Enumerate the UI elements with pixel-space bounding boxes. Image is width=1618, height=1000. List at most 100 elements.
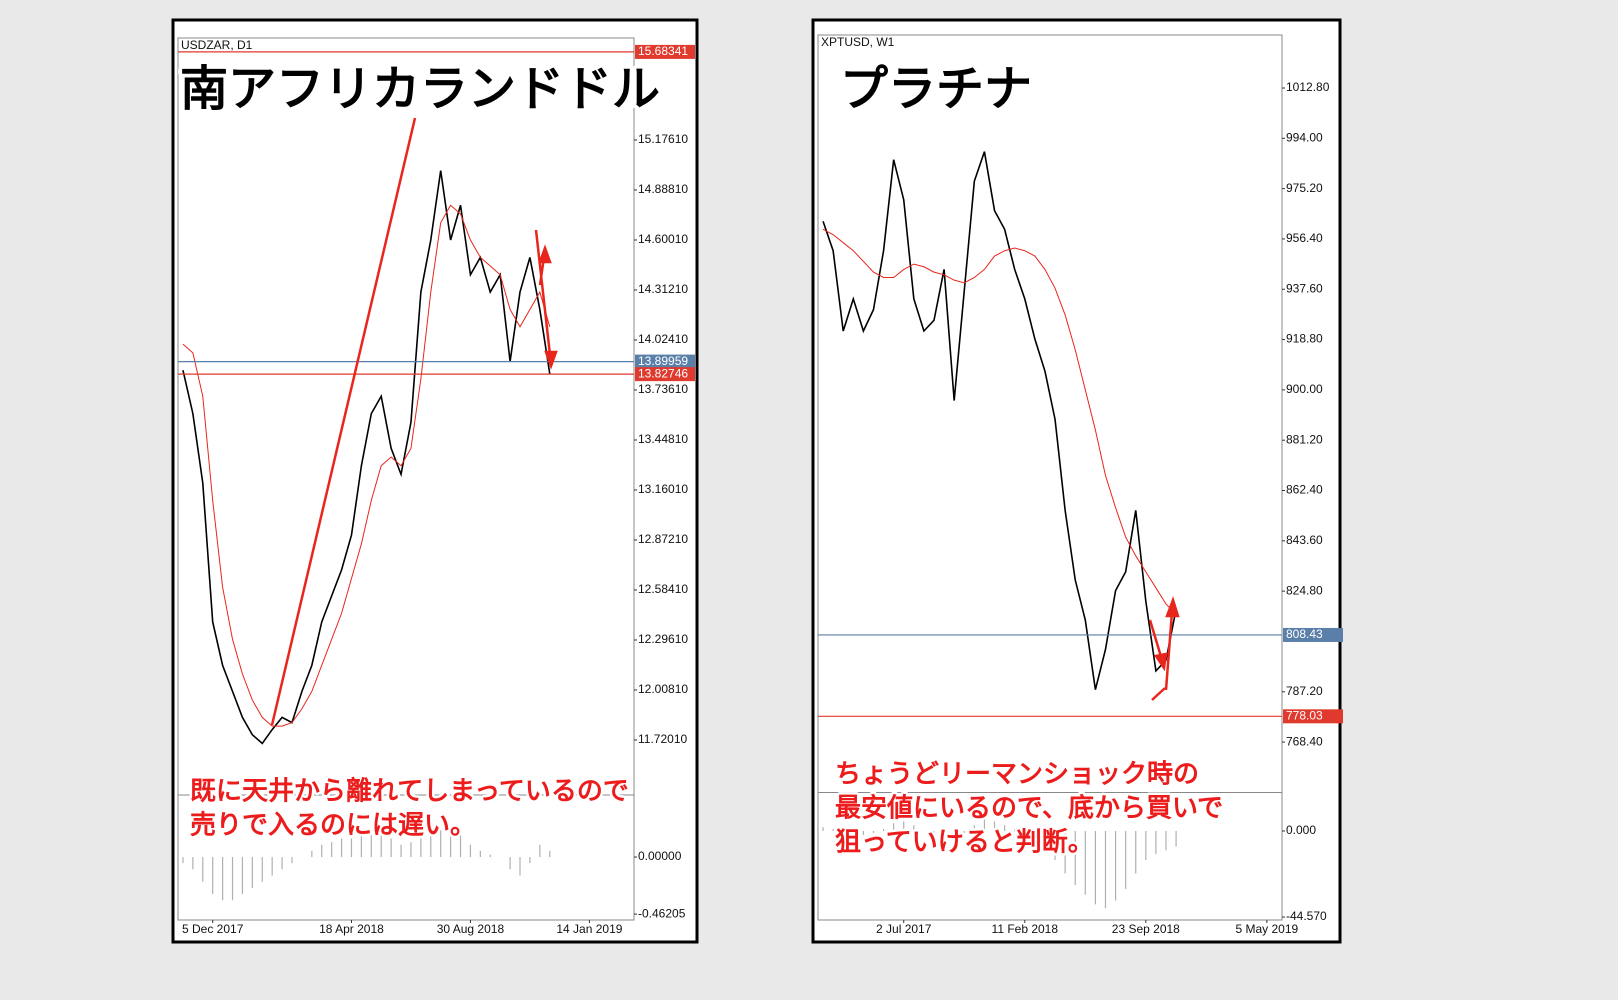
indicator-bar [370, 832, 372, 858]
price-tag-label: 778.03 [1286, 708, 1323, 722]
chart-title: プラチナ [840, 61, 1032, 117]
y-tick-label: 843.60 [1286, 533, 1323, 547]
indicator-bar [1064, 831, 1066, 874]
y-tick-label: 956.40 [1286, 231, 1323, 245]
trend-line [270, 117, 417, 726]
indicator-bar [973, 825, 975, 832]
y-tick-label: 918.80 [1286, 332, 1323, 346]
drawn-lines [270, 117, 1180, 726]
arrow-head [1153, 652, 1168, 672]
indicator-bar [241, 857, 244, 895]
note: 売りで入るのには遅い。 [190, 811, 476, 841]
indicator-bar [1084, 831, 1086, 895]
price-tag [635, 44, 695, 59]
y-tick-label: -0.46205 [638, 906, 686, 920]
indicator-bar [251, 857, 253, 888]
x-tick-label: 14 Jan 2019 [556, 922, 622, 936]
price-line [822, 228, 1177, 616]
indicator-bar [380, 832, 382, 858]
indicator-bar [321, 844, 323, 858]
y-tick-label: 768.40 [1286, 734, 1323, 748]
y-tick-label: 12.29610 [638, 632, 688, 646]
indicator-bar [529, 857, 531, 864]
indicator-bar [1014, 829, 1016, 832]
note: 既に天井から離れてしまっているので [190, 776, 629, 807]
arrow [534, 229, 552, 356]
y-tick-label: -44.570 [1286, 909, 1327, 923]
y-tick-label: 14.02410 [638, 332, 688, 346]
indicator-bar [192, 857, 194, 870]
indicator-bar [430, 832, 432, 858]
symbol-label: XPTUSD, W1 [821, 35, 895, 49]
indicator-bar [1155, 831, 1157, 855]
indicator-bar [1054, 831, 1056, 860]
indicator-bar [450, 832, 452, 858]
chart-title: 南アフリカランドドル [180, 61, 660, 117]
y-tick-label: 975.20 [1286, 181, 1323, 195]
symbol-label: USDZAR, D1 [181, 38, 253, 52]
indicator-bar [479, 850, 481, 858]
indicator-bar [489, 854, 491, 858]
indicator-bar [1094, 831, 1096, 905]
arrow-head [1165, 596, 1180, 618]
y-tick-label: 14.60010 [638, 232, 688, 246]
indicator-bar [440, 829, 442, 858]
indicator-bar [1004, 825, 1006, 832]
indicator-bar [261, 857, 263, 882]
indicator-bar [202, 857, 204, 882]
indicator-bar [1034, 831, 1036, 841]
indicator-bar [212, 857, 214, 895]
price-line [182, 170, 551, 745]
price-tag-label: 808.43 [1286, 627, 1323, 641]
y-tick-label: 13.16010 [638, 482, 688, 496]
arrow [1164, 611, 1174, 691]
indicator-bar [913, 825, 915, 832]
indicator-bar [271, 857, 273, 876]
note: 最安値にいるので、底から買いで [835, 793, 1223, 824]
y-tick-label: 12.58410 [638, 582, 688, 596]
price-tag [1283, 627, 1343, 642]
indicator-bar [459, 834, 462, 858]
indicator-bar [842, 831, 844, 835]
indicator-bar [549, 850, 551, 858]
indicator-bar [933, 831, 935, 833]
indicator-bar [1165, 831, 1167, 851]
y-tick-label: 824.80 [1286, 583, 1323, 597]
y-tick-label: 0.00000 [638, 849, 682, 863]
x-tick-label: 23 Sep 2018 [1112, 922, 1180, 936]
indicator-bar [519, 857, 521, 876]
arrow-head [538, 244, 552, 264]
x-tick-label: 2 Jul 2017 [876, 922, 932, 936]
indicator-bar [983, 819, 986, 832]
indicator-bar [360, 834, 362, 858]
indicator-bar [1104, 831, 1107, 909]
price-line [822, 151, 1177, 690]
price-tag-label: 15.68341 [638, 44, 688, 58]
indicator-bar [852, 831, 854, 837]
indicator-bar [331, 842, 333, 858]
indicator-bar [390, 838, 392, 858]
arrow [1151, 687, 1166, 701]
indicator-bar [410, 842, 412, 858]
indicator-bar [1114, 831, 1117, 901]
indicator-bar [862, 831, 864, 835]
y-tick-label: 881.20 [1286, 432, 1323, 446]
indicator-bar [1175, 831, 1177, 847]
indicator-bar [539, 844, 541, 858]
indicator-bar [993, 821, 996, 832]
indicator-bar [953, 831, 955, 835]
indicator-bar [281, 857, 283, 870]
indicator-bar [1074, 831, 1076, 886]
x-tick-label: 30 Aug 2018 [437, 922, 505, 936]
indicator-bar [903, 821, 905, 832]
indicator-bar [509, 857, 511, 870]
indicator-bar [182, 857, 184, 864]
y-tick-label: 994.00 [1286, 130, 1323, 144]
x-tick-label: 5 Dec 2017 [182, 922, 244, 936]
plot-area [177, 37, 635, 921]
y-tick-label: 12.87210 [638, 532, 688, 546]
y-tick-label: 787.20 [1286, 684, 1323, 698]
plot-area [817, 34, 1283, 921]
arrow-head [544, 350, 558, 370]
